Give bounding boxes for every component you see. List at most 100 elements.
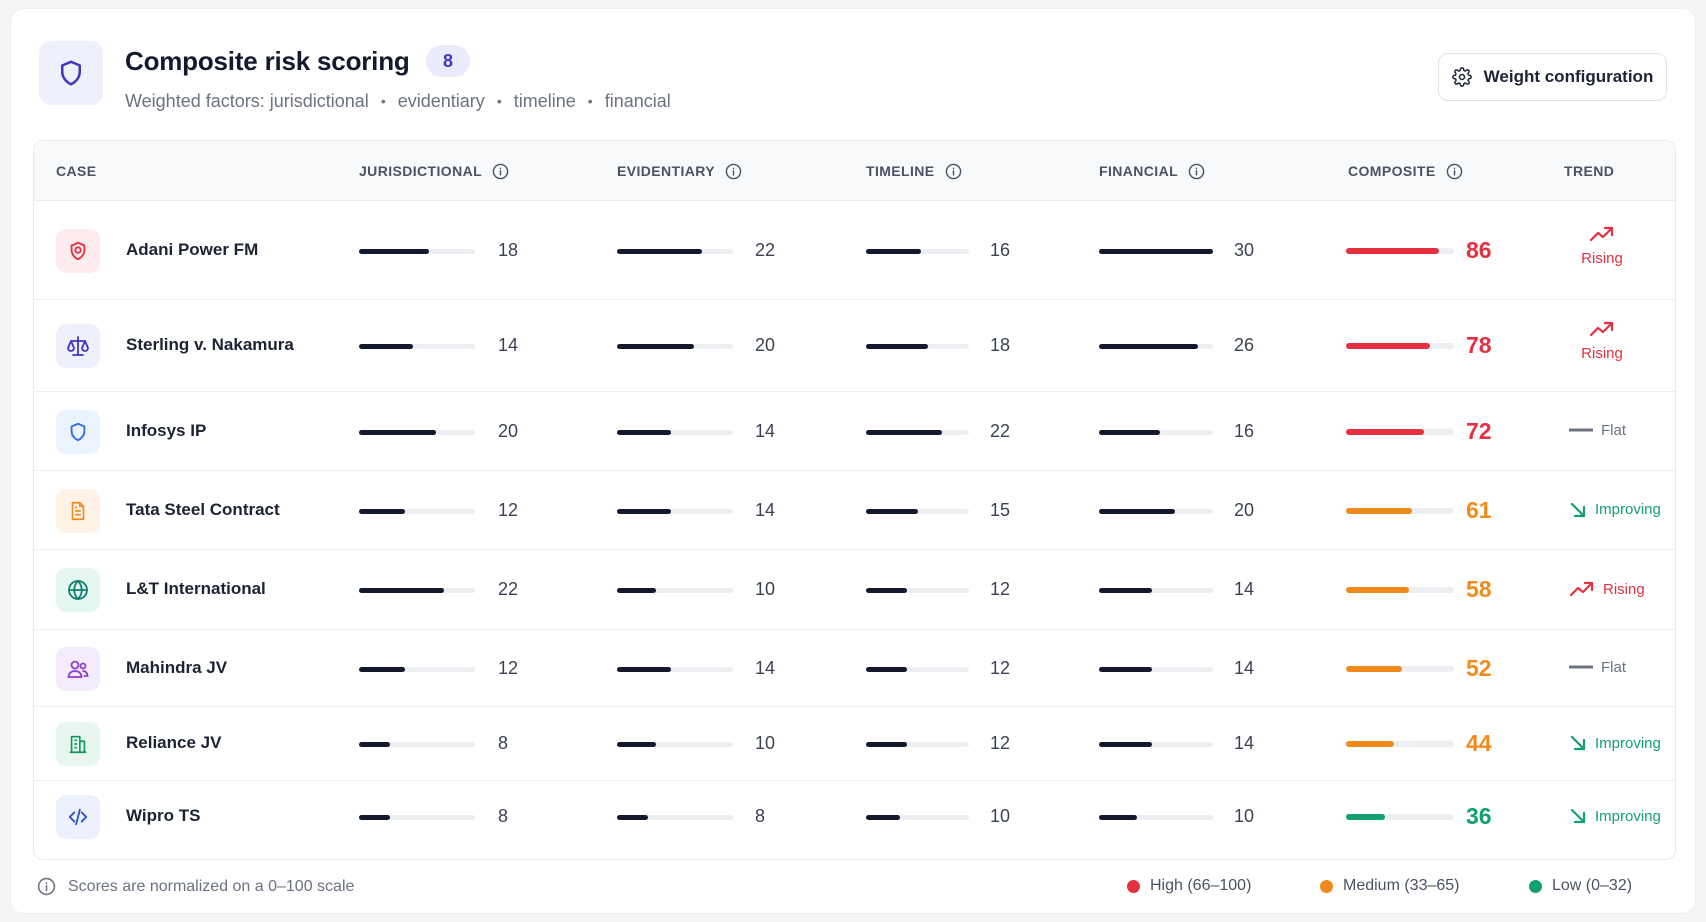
case-name[interactable]: Reliance JV — [126, 733, 222, 752]
trending-up-icon — [1589, 226, 1614, 241]
composite-bar-fill — [1346, 665, 1403, 672]
case-name[interactable]: Adani Power FM — [126, 239, 259, 259]
scale-note-text: Scores are normalized on a 0–100 scale — [68, 877, 355, 895]
case-name[interactable]: Infosys IP — [126, 420, 207, 440]
table-row[interactable]: Adani Power FM 18 22 16 30 86 Rising — [34, 201, 1675, 300]
jurisdictional-bar — [359, 666, 475, 672]
trend-indicator: Rising — [1569, 580, 1645, 598]
evidentiary-bar — [617, 508, 733, 514]
timeline-value: 10 — [990, 806, 1011, 826]
timeline-bar — [866, 429, 969, 435]
evidentiary-value: 20 — [755, 335, 776, 355]
composite-bar — [1346, 587, 1454, 593]
evidentiary-value: 10 — [755, 733, 776, 753]
info-icon[interactable] — [1446, 163, 1463, 180]
factor-label: timeline — [513, 91, 576, 111]
financial-bar-fill — [1099, 742, 1153, 747]
timeline-value: 15 — [990, 499, 1011, 520]
timeline-bar-fill — [866, 248, 921, 254]
timeline-value: 12 — [990, 657, 1011, 678]
column-trend-label: TREND — [1564, 163, 1615, 179]
financial-value: 10 — [1234, 806, 1255, 826]
table-row[interactable]: Sterling v. Nakamura 14 20 18 26 78 Risi… — [34, 300, 1675, 392]
composite-score: 36 — [1466, 803, 1492, 829]
trend-label: Improving — [1595, 734, 1661, 752]
jurisdictional-bar — [359, 248, 475, 254]
weight-configuration-button[interactable]: Weight configuration — [1438, 53, 1667, 101]
financial-value: 14 — [1234, 657, 1255, 678]
composite-score: 86 — [1466, 236, 1492, 263]
evidentiary-bar — [617, 815, 733, 820]
financial-bar — [1099, 588, 1213, 593]
trend-label: Rising — [1581, 345, 1623, 362]
document-icon — [56, 488, 100, 533]
trend-label: Improving — [1595, 807, 1661, 825]
column-financial-label: FINANCIAL — [1099, 163, 1179, 179]
evidentiary-bar-fill — [617, 666, 672, 672]
info-icon[interactable] — [945, 163, 962, 180]
timeline-value: 12 — [990, 733, 1011, 753]
card-header: Composite risk scoring 8 Weighted factor… — [39, 41, 1667, 115]
composite-bar-fill — [1346, 428, 1424, 435]
trend-indicator: Improving — [1569, 734, 1661, 752]
financial-bar — [1099, 666, 1213, 672]
evidentiary-bar — [617, 248, 733, 254]
case-name[interactable]: Sterling v. Nakamura — [126, 335, 294, 354]
composite-bar-fill — [1346, 507, 1412, 514]
jurisdictional-bar-fill — [359, 666, 406, 672]
info-icon[interactable] — [725, 163, 742, 180]
table-row[interactable]: L&T International 22 10 12 14 58 Rising — [34, 550, 1675, 630]
composite-bar — [1346, 741, 1454, 747]
evidentiary-bar — [617, 429, 733, 435]
users-icon — [56, 646, 100, 691]
financial-value: 14 — [1234, 733, 1255, 753]
financial-bar — [1099, 248, 1213, 254]
composite-bar — [1346, 507, 1454, 514]
trend-indicator: Improving — [1569, 807, 1661, 825]
shield-icon — [56, 409, 100, 454]
trend-label: Flat — [1601, 421, 1627, 439]
financial-bar — [1099, 508, 1213, 514]
case-name[interactable]: Wipro TS — [126, 806, 201, 825]
timeline-bar — [866, 742, 969, 747]
jurisdictional-bar — [359, 588, 475, 593]
info-icon[interactable] — [1188, 163, 1205, 180]
jurisdictional-bar-fill — [359, 815, 390, 820]
timeline-bar-fill — [866, 508, 918, 514]
evidentiary-bar — [617, 742, 733, 747]
case-name[interactable]: L&T International — [126, 579, 266, 598]
column-composite-label: COMPOSITE — [1348, 163, 1436, 179]
financial-bar-fill — [1099, 815, 1137, 820]
column-jurisdictional: JURISDICTIONAL — [359, 141, 509, 201]
case-name[interactable]: Mahindra JV — [126, 657, 228, 677]
column-case: CASE — [56, 141, 97, 201]
info-icon[interactable] — [492, 163, 509, 180]
table-row[interactable]: Mahindra JV 12 14 12 14 52 Flat — [34, 630, 1675, 707]
jurisdictional-bar-fill — [359, 248, 429, 254]
legend-dot — [1529, 879, 1542, 893]
table-row[interactable]: Tata Steel Contract 12 14 15 20 61 Impro… — [34, 471, 1675, 550]
case-name[interactable]: Tata Steel Contract — [126, 499, 280, 519]
risk-scoring-card: Composite risk scoring 8 Weighted factor… — [10, 8, 1696, 914]
jurisdictional-bar-fill — [359, 588, 445, 593]
subtitle-prefix: Weighted factors: — [125, 91, 265, 111]
timeline-bar — [866, 344, 969, 349]
financial-value: 30 — [1234, 239, 1255, 260]
evidentiary-bar-fill — [617, 248, 703, 254]
financial-bar-fill — [1099, 666, 1153, 672]
jurisdictional-value: 8 — [498, 806, 509, 826]
table-row[interactable]: Reliance JV 8 10 12 14 44 Improving — [34, 707, 1675, 781]
legend-high: High (66–100) — [1127, 877, 1251, 895]
evidentiary-value: 22 — [755, 239, 776, 260]
page-title: Composite risk scoring — [125, 45, 410, 76]
jurisdictional-bar — [359, 344, 475, 349]
case-count-badge: 8 — [426, 45, 471, 77]
table-header: CASE JURISDICTIONAL EVIDENTIARY TIMELINE… — [34, 141, 1675, 201]
trending-down-icon — [1570, 502, 1586, 517]
info-icon — [37, 877, 56, 896]
composite-score: 78 — [1466, 332, 1492, 358]
trend-label: Flat — [1601, 658, 1627, 676]
table-row[interactable]: Infosys IP 20 14 22 16 72 Flat — [34, 392, 1675, 471]
timeline-bar-fill — [866, 344, 928, 349]
table-row[interactable]: Wipro TS 8 8 10 10 36 Improving — [34, 781, 1675, 853]
